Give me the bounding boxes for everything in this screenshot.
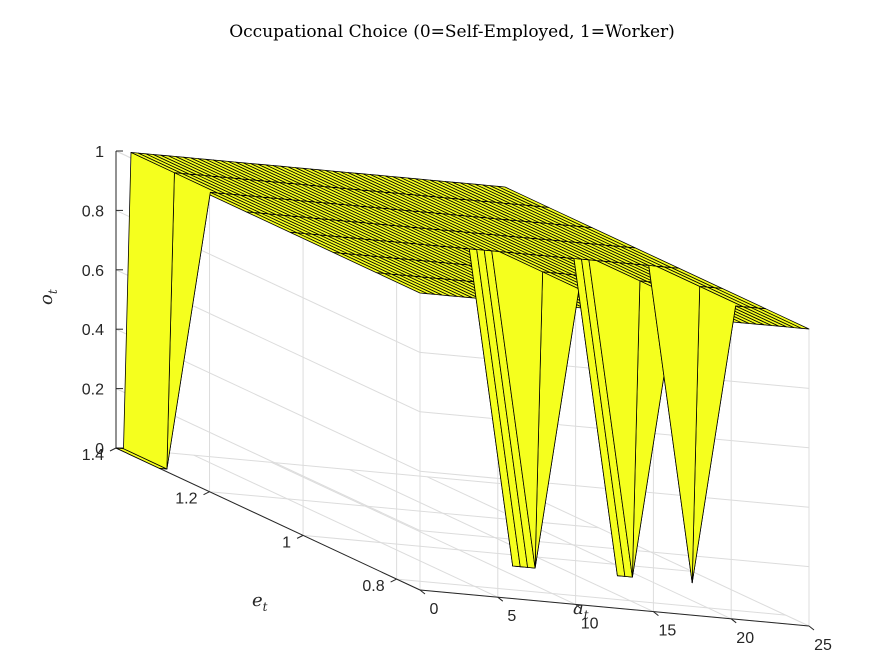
z-tick-label-0.8: 0.8: [82, 203, 104, 220]
y-tick-1: [296, 534, 304, 539]
y-tick-label-1.2: 1.2: [175, 491, 197, 508]
y-tick-1.4: [109, 447, 117, 452]
floor-grid-a-25: [504, 483, 810, 627]
x-tick-label-5: 5: [507, 608, 516, 625]
x-tick-15: [653, 611, 659, 616]
x-tick-10: [575, 604, 581, 609]
x-tick-label-0: 0: [430, 601, 439, 618]
x-axis-label: at: [573, 598, 589, 622]
x-tick-label-10: 10: [581, 615, 599, 632]
floor-grid-e-0.8: [396, 578, 786, 616]
x-axis-label-sub: t: [584, 608, 589, 622]
y-axis-label-sub: t: [263, 600, 268, 614]
z-tick-label-0.4: 0.4: [82, 322, 104, 339]
z-tick-label-1: 1: [95, 144, 104, 161]
z-tick-label-0: 0: [95, 441, 104, 458]
label-layer: at et ot: [36, 289, 589, 622]
z-axis-label-main: o: [36, 294, 57, 305]
z-axis-label-sub: t: [46, 289, 60, 294]
surface-panel-48-5: [691, 285, 744, 584]
floor-grid-a-15: [349, 469, 654, 613]
x-axis-line: [419, 589, 810, 627]
y-tick-1.2: [203, 491, 210, 496]
x-tick-5: [497, 596, 504, 602]
x-axis-label-main: a: [573, 598, 584, 619]
surface-panel-1-0: [123, 151, 175, 470]
x-tick-20: [730, 618, 737, 624]
surface-panel-51-0: [497, 185, 549, 208]
surface-layer: [115, 151, 810, 584]
y-tick-0.8: [390, 578, 397, 583]
floor-grid-e-1.4: [115, 447, 506, 485]
y-tick-label-0.8: 0.8: [362, 578, 384, 595]
x-tick-label-15: 15: [659, 623, 677, 640]
surface-panel-27-5: [534, 271, 587, 569]
floor-grid-a-10: [271, 461, 576, 605]
x-tick-label-25: 25: [814, 637, 832, 654]
y-tick-label-1: 1: [282, 534, 291, 551]
chart-title: Occupational Choice (0=Self-Employed, 1=…: [229, 22, 675, 42]
y-axis-line: [115, 447, 421, 591]
floor-grid-a-5: [193, 454, 499, 598]
floor-grid-a-20: [426, 476, 732, 620]
y-tick-label-1.4: 1.4: [82, 447, 104, 464]
z-tick-label-0.6: 0.6: [82, 263, 104, 280]
z-axis-label: ot: [36, 289, 60, 305]
x-tick-25: [808, 625, 815, 631]
y-axis-label-main: e: [252, 590, 263, 611]
x-tick-0: [419, 589, 426, 595]
z-tick-label-0.2: 0.2: [82, 382, 104, 399]
x-tick-label-20: 20: [736, 630, 754, 647]
axis-layer: 00.20.40.60.810.811.21.40 5 10 15 20 25: [82, 144, 832, 654]
y-axis-label: et: [252, 590, 268, 614]
